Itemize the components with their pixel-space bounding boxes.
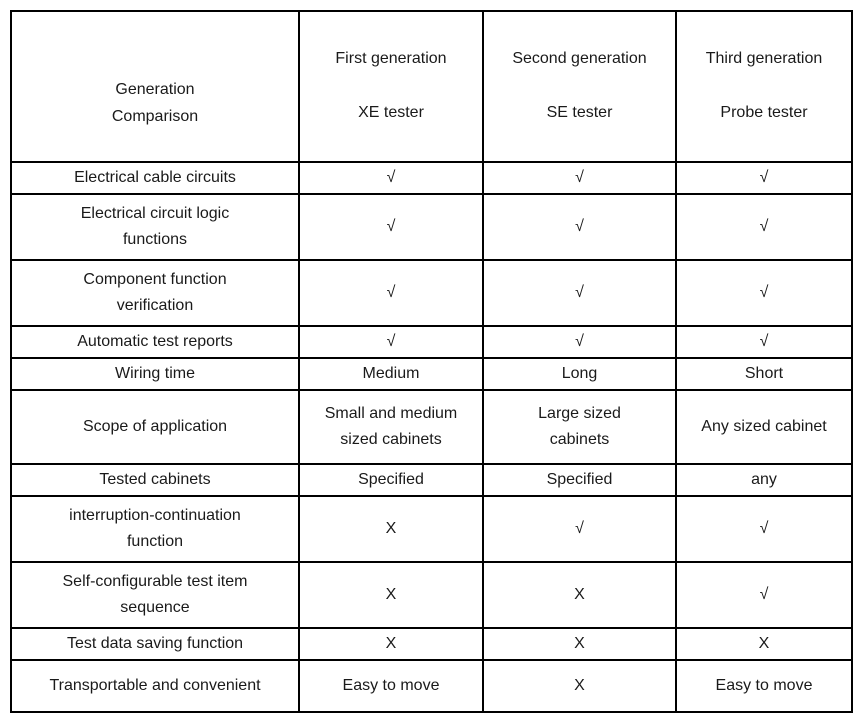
table-row: interruption-continuation function X √ √ <box>10 495 853 563</box>
cell-value: Short <box>675 357 853 391</box>
table-row: Scope of application Small and medium si… <box>10 389 853 465</box>
cell-value: Small and medium sized cabinets <box>298 389 484 465</box>
cell-value: √ <box>298 161 484 195</box>
cell-value: Any sized cabinet <box>675 389 853 465</box>
cell-value: X <box>482 627 677 661</box>
cell-value: √ <box>482 193 677 261</box>
cell-value: Easy to move <box>298 659 484 713</box>
table-row: Tested cabinets Specified Specified any <box>10 463 853 497</box>
cell-value: Easy to move <box>675 659 853 713</box>
cell-value: √ <box>482 495 677 563</box>
cell-value: X <box>298 561 484 629</box>
row-label: Electrical circuit logic functions <box>10 193 300 261</box>
cell-value: Specified <box>482 463 677 497</box>
row-label: Scope of application <box>10 389 300 465</box>
header-second-generation: Second generation SE tester <box>486 38 673 135</box>
row-label: Electrical cable circuits <box>10 161 300 195</box>
row-label: Transportable and convenient <box>10 659 300 713</box>
header-corner-cell: Generation Comparison <box>10 10 300 163</box>
cell-value: X <box>675 627 853 661</box>
cell-value: √ <box>675 161 853 195</box>
cell-value: √ <box>675 561 853 629</box>
cell-value: √ <box>298 325 484 359</box>
row-label: Wiring time <box>10 357 300 391</box>
header-second-generation-cell: Second generation SE tester <box>482 10 677 163</box>
cell-value: √ <box>675 495 853 563</box>
probe-tester-label: Probe tester <box>720 104 808 121</box>
row-label: Tested cabinets <box>10 463 300 497</box>
cell-value: √ <box>675 193 853 261</box>
table-row: Automatic test reports √ √ √ <box>10 325 853 359</box>
cell-value: Medium <box>298 357 484 391</box>
cell-value: √ <box>675 259 853 327</box>
cell-value: X <box>482 561 677 629</box>
cell-value: Long <box>482 357 677 391</box>
third-generation-label: Third generation <box>705 50 823 67</box>
cell-value: X <box>298 495 484 563</box>
cell-value: √ <box>482 259 677 327</box>
generation-comparison-table: Generation Comparison First generation X… <box>10 10 853 713</box>
xe-tester-label: XE tester <box>358 104 424 121</box>
table-row: Test data saving function X X X <box>10 627 853 661</box>
cell-value: √ <box>298 259 484 327</box>
cell-value: X <box>298 627 484 661</box>
table-row: Wiring time Medium Long Short <box>10 357 853 391</box>
table-row: Self-configurable test item sequence X X… <box>10 561 853 629</box>
cell-value: any <box>675 463 853 497</box>
row-label: Self-configurable test item sequence <box>10 561 300 629</box>
table-row: Component function verification √ √ √ <box>10 259 853 327</box>
se-tester-label: SE tester <box>546 104 613 121</box>
cell-value: Large sized cabinets <box>482 389 677 465</box>
header-third-generation: Third generation Probe tester <box>679 38 849 135</box>
row-label: interruption-continuation function <box>10 495 300 563</box>
cell-value: Specified <box>298 463 484 497</box>
table-row: Transportable and convenient Easy to mov… <box>10 659 853 713</box>
row-label: Component function verification <box>10 259 300 327</box>
cell-value: X <box>482 659 677 713</box>
cell-value: √ <box>482 325 677 359</box>
row-label: Test data saving function <box>10 627 300 661</box>
table-row: Electrical circuit logic functions √ √ √ <box>10 193 853 261</box>
cell-value: √ <box>298 193 484 261</box>
table-row: Electrical cable circuits √ √ √ <box>10 161 853 195</box>
header-first-generation-cell: First generation XE tester <box>298 10 484 163</box>
second-generation-label: Second generation <box>512 50 647 67</box>
header-third-generation-cell: Third generation Probe tester <box>675 10 853 163</box>
cell-value: √ <box>675 325 853 359</box>
page: Generation Comparison First generation X… <box>10 10 853 713</box>
table-header-row: Generation Comparison First generation X… <box>10 10 853 163</box>
row-label: Automatic test reports <box>10 325 300 359</box>
corner-header-label: Generation Comparison <box>111 81 199 125</box>
header-first-generation: First generation XE tester <box>302 38 480 135</box>
cell-value: √ <box>482 161 677 195</box>
first-generation-label: First generation <box>335 50 447 67</box>
